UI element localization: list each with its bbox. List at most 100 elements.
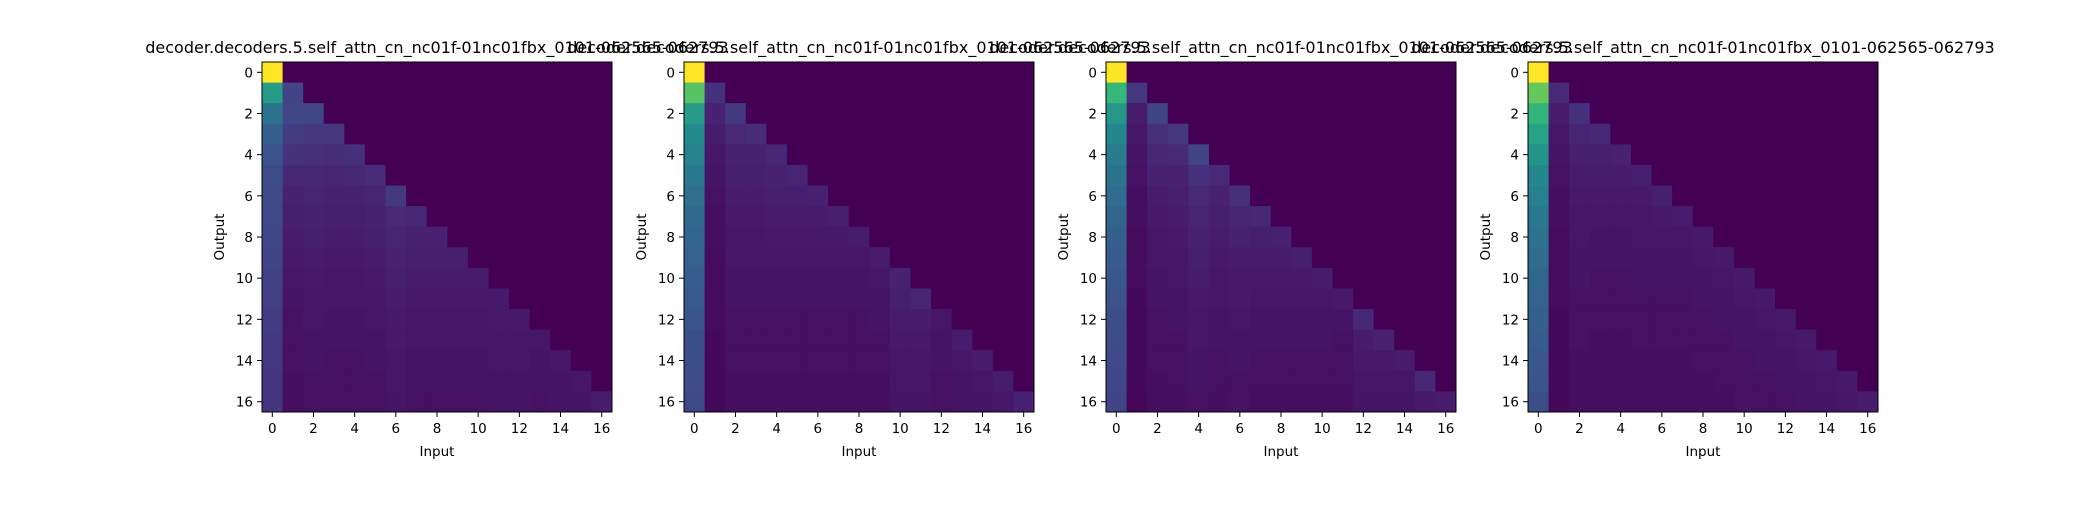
heatmap-cell-6-15: [1414, 185, 1436, 207]
heatmap-cell-7-11: [1332, 206, 1354, 228]
heatmap-cell-7-14: [1394, 206, 1416, 228]
heatmap-cell-4-2: [303, 144, 325, 166]
heatmap-cell-6-14: [1394, 185, 1416, 207]
heatmap-cell-0-7: [1672, 62, 1694, 84]
heatmap-cell-14-12: [509, 350, 531, 372]
x-tick-label: 12: [933, 421, 950, 437]
heatmap-cell-9-3: [745, 247, 767, 269]
heatmap-cell-10-8: [848, 267, 870, 289]
heatmap-cell-5-5: [1630, 164, 1653, 187]
heatmap-cell-6-12: [931, 185, 953, 207]
heatmap-cell-12-0: [1528, 309, 1550, 331]
heatmap-cell-16-0: [684, 391, 706, 413]
heatmap-cell-12-2: [303, 309, 325, 331]
heatmap-cell-2-9: [869, 103, 891, 125]
heatmap-cell-10-10: [467, 267, 489, 289]
heatmap-cell-4-0: [1106, 144, 1128, 166]
heatmap-cell-13-1: [704, 329, 726, 351]
heatmap-cell-8-14: [1394, 226, 1416, 248]
heatmap-cell-0-4: [766, 62, 788, 84]
heatmap-cell-10-9: [447, 267, 469, 289]
heatmap-cell-9-8: [426, 247, 448, 269]
heatmap-cell-13-11: [910, 329, 932, 351]
heatmap-cell-10-16: [1013, 267, 1035, 289]
heatmap-cell-14-4: [766, 350, 788, 372]
heatmap-cell-16-16: [1857, 391, 1879, 413]
heatmap-cell-8-2: [1569, 226, 1591, 248]
heatmap-cell-7-16: [1435, 206, 1457, 228]
heatmap-cell-15-12: [509, 370, 531, 392]
heatmap-cell-14-4: [344, 350, 366, 372]
heatmap-cell-6-4: [1610, 185, 1632, 207]
heatmap-cell-16-10: [1733, 391, 1755, 413]
heatmap-cell-13-1: [1126, 329, 1148, 351]
heatmap-cell-15-14: [550, 370, 572, 392]
heatmap-cell-3-0: [262, 123, 284, 145]
heatmap-cell-13-16: [591, 329, 613, 351]
heatmap-cell-6-3: [1167, 185, 1189, 207]
heatmap-cell-12-5: [786, 309, 809, 331]
heatmap-cell-13-3: [1589, 329, 1611, 351]
heatmap-cell-12-8: [1692, 309, 1714, 331]
heatmap-cell-3-2: [1569, 123, 1591, 145]
heatmap-cell-11-7: [1672, 288, 1694, 310]
heatmap-cell-1-16: [1435, 82, 1457, 104]
heatmap-cell-7-1: [1548, 206, 1570, 228]
heatmap-cell-0-16: [1857, 62, 1879, 84]
heatmap-cell-14-2: [1147, 350, 1169, 372]
heatmap-cell-6-13: [1373, 185, 1395, 207]
heatmap-cell-7-12: [931, 206, 953, 228]
heatmap-cell-9-1: [1548, 247, 1570, 269]
heatmap-cell-0-12: [509, 62, 531, 84]
heatmap-cell-0-5: [1630, 62, 1653, 84]
x-tick-label: 14: [1396, 421, 1413, 437]
heatmap-cell-13-9: [447, 329, 469, 351]
heatmap-cell-16-0: [1106, 391, 1128, 413]
heatmap-cell-13-0: [1528, 329, 1550, 351]
heatmap-cell-16-1: [1126, 391, 1148, 413]
heatmap-cell-7-5: [1630, 206, 1653, 228]
heatmap-cell-7-6: [807, 206, 829, 228]
heatmap-cell-3-10: [889, 123, 911, 145]
heatmap-cell-2-10: [467, 103, 489, 125]
heatmap-cell-1-7: [1672, 82, 1694, 104]
heatmap-cell-5-15: [992, 164, 1014, 187]
heatmap-cell-15-12: [1775, 370, 1797, 392]
heatmap-cell-3-6: [807, 123, 829, 145]
heatmap-cell-8-14: [972, 226, 994, 248]
heatmap-cell-12-4: [766, 309, 788, 331]
heatmap-cell-11-9: [1713, 288, 1735, 310]
heatmap-cell-12-13: [1373, 309, 1395, 331]
heatmap-cell-14-8: [1692, 350, 1714, 372]
heatmap-cell-2-7: [406, 103, 428, 125]
heatmap-cell-6-10: [1733, 185, 1755, 207]
heatmap-cell-16-7: [1250, 391, 1272, 413]
heatmap-cell-11-9: [447, 288, 469, 310]
heatmap-cell-9-4: [1188, 247, 1210, 269]
heatmap-cell-10-13: [529, 267, 551, 289]
heatmap-cell-8-11: [488, 226, 510, 248]
heatmap-cell-16-13: [1795, 391, 1817, 413]
heatmap-cell-5-3: [1167, 164, 1189, 187]
heatmap-cell-3-7: [1672, 123, 1694, 145]
heatmap-cell-10-14: [550, 267, 572, 289]
heatmap-cell-4-7: [1672, 144, 1694, 166]
heatmap-cell-14-14: [1816, 350, 1838, 372]
heatmap-cell-7-2: [1569, 206, 1591, 228]
heatmap-cell-6-12: [1353, 185, 1375, 207]
heatmap-cell-11-12: [509, 288, 531, 310]
y-axis-label: Output: [1478, 214, 1494, 261]
y-tick-label: 2: [244, 106, 253, 122]
heatmap-cell-14-15: [992, 350, 1014, 372]
heatmap-cell-1-1: [1126, 82, 1148, 104]
heatmap-cell-13-14: [1816, 329, 1838, 351]
heatmap-cell-5-12: [1353, 164, 1375, 187]
heatmap-cell-8-14: [1816, 226, 1838, 248]
heatmap-cell-0-3: [1167, 62, 1189, 84]
heatmap-cell-7-13: [1373, 206, 1395, 228]
heatmap-cell-9-14: [1394, 247, 1416, 269]
heatmap-cell-2-5: [364, 103, 387, 125]
heatmap-cell-13-12: [1353, 329, 1375, 351]
x-tick-label: 16: [1015, 421, 1032, 437]
heatmap-cell-9-15: [1414, 247, 1436, 269]
